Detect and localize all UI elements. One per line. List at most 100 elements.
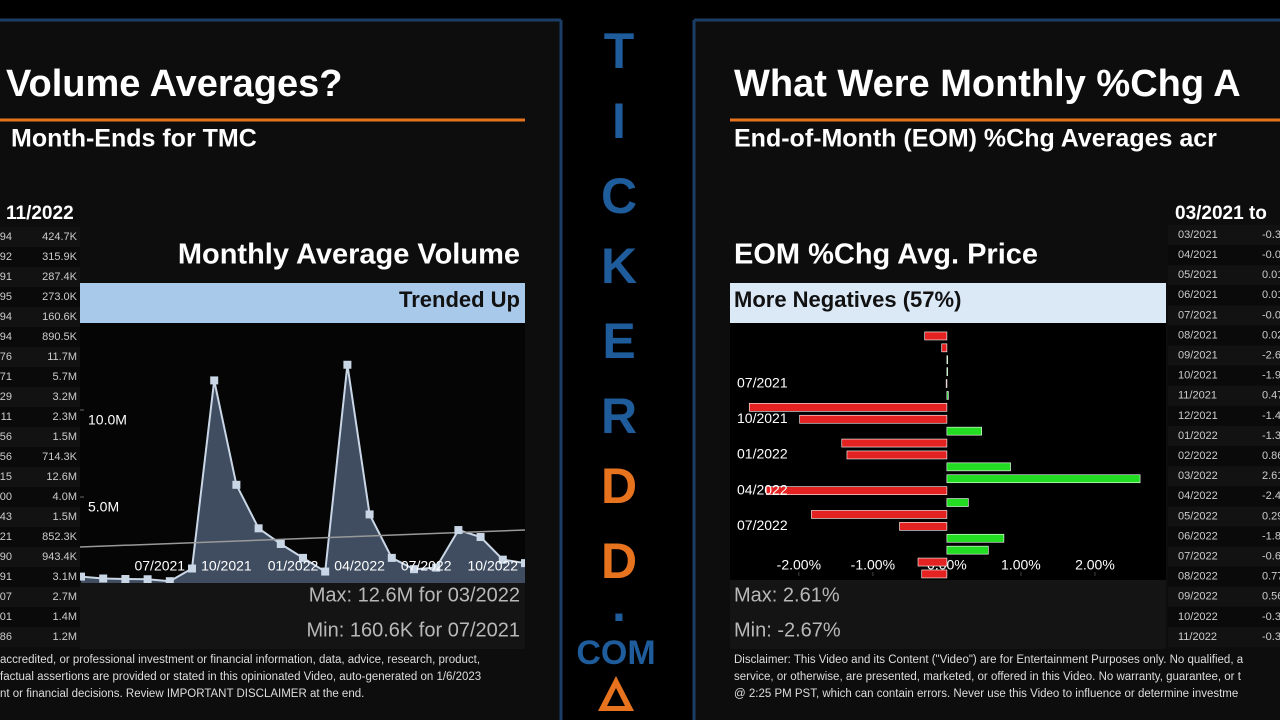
table-row bbox=[1168, 627, 1280, 647]
point bbox=[432, 563, 441, 572]
table-cell: -0.07 bbox=[1262, 249, 1280, 261]
table-row bbox=[1168, 526, 1280, 547]
bar bbox=[841, 438, 948, 448]
table-cell: 11/2021 bbox=[1178, 390, 1217, 402]
table-cell: 08/2022 bbox=[1178, 571, 1218, 583]
table-cell: 1.2M bbox=[53, 631, 77, 643]
area-chart-labels: 5.0M 10.0M 07/2021 10/2021 01/2022 04/2022 07/… bbox=[88, 412, 518, 574]
table-cell: 160.6K bbox=[42, 311, 78, 323]
table-row bbox=[1168, 486, 1280, 507]
table-row bbox=[1168, 446, 1280, 467]
table-cell: 0.29 bbox=[1262, 510, 1280, 522]
y-tick-label: 01/2022 bbox=[737, 446, 788, 462]
table-row bbox=[1168, 385, 1280, 406]
table-cell: -2.67 bbox=[1262, 350, 1280, 362]
table-cell: 08/2021 bbox=[1178, 329, 1218, 341]
table-cell: 852.3K bbox=[42, 531, 78, 543]
left-subtitle: Month-Ends for TMC bbox=[11, 125, 257, 153]
table-cell: -1.35 bbox=[1262, 430, 1280, 442]
point bbox=[299, 553, 307, 562]
point bbox=[321, 567, 330, 576]
bar bbox=[748, 403, 948, 412]
table-cell: 0.86 bbox=[1262, 450, 1280, 462]
point bbox=[80, 572, 85, 581]
table-row bbox=[0, 227, 80, 247]
table-row bbox=[1168, 245, 1280, 266]
point bbox=[99, 574, 108, 583]
table-row bbox=[0, 347, 80, 367]
bar bbox=[799, 414, 948, 424]
x-tick-label: 10/2021 bbox=[201, 558, 252, 574]
table-row bbox=[1168, 365, 1280, 386]
table-header: 03/2021 to bbox=[1175, 203, 1267, 224]
y-tick-label: 04/2022 bbox=[737, 481, 788, 497]
point bbox=[276, 539, 285, 548]
table-cell: 91 bbox=[0, 571, 12, 583]
y-tick-label: 10/2021 bbox=[737, 410, 788, 426]
point bbox=[188, 564, 196, 573]
table-row bbox=[0, 627, 80, 647]
chart-annotation: More Negatives (57%) bbox=[734, 287, 961, 312]
bar bbox=[765, 486, 948, 495]
brand-letter: . bbox=[612, 576, 626, 632]
table-cell: 4.0M bbox=[53, 491, 77, 503]
table-cell: 5.7M bbox=[53, 371, 77, 383]
table-row bbox=[0, 307, 80, 327]
table-cell: 03/2021 bbox=[1178, 229, 1218, 241]
table-cell: 0.47 bbox=[1262, 390, 1280, 402]
y-tick-label: 07/2021 bbox=[737, 374, 788, 390]
table-cell: 890.5K bbox=[42, 331, 78, 343]
table-row bbox=[1168, 325, 1280, 346]
table-cell: 273.0K bbox=[42, 291, 78, 303]
x-tick-label: -1.00% bbox=[851, 557, 895, 573]
table-cell: 02/2022 bbox=[1178, 450, 1218, 462]
bar bbox=[921, 569, 948, 579]
table-row bbox=[0, 547, 80, 567]
bar bbox=[941, 343, 948, 353]
table-cell: 11 bbox=[1, 411, 12, 423]
table-cell: 94 bbox=[0, 331, 12, 343]
table-header: 11/2022 bbox=[6, 203, 74, 224]
table-cell: 76 bbox=[0, 351, 12, 363]
table-cell: 0.02 bbox=[1262, 329, 1280, 341]
right-table: 03/2021 -0.30 04/2021 -0.07 05/2021 0.01 06/20… bbox=[1168, 225, 1280, 647]
table-cell: 04/2021 bbox=[1178, 249, 1218, 261]
brand-letter: E bbox=[602, 313, 635, 369]
stats-box bbox=[80, 583, 525, 649]
table-cell: 2.61 bbox=[1262, 470, 1280, 482]
annotation-band bbox=[730, 283, 1166, 323]
table-cell: 07/2022 bbox=[1178, 551, 1218, 563]
table-cell: 21 bbox=[0, 531, 12, 543]
table-cell: 09/2022 bbox=[1178, 591, 1218, 603]
disclaimer: accredited, or professional investment o… bbox=[0, 654, 480, 666]
bar bbox=[945, 379, 948, 388]
table-cell: -0.34 bbox=[1262, 631, 1280, 643]
x-tick-label: 10/2022 bbox=[467, 558, 518, 574]
table-row bbox=[1168, 405, 1280, 426]
max-stat: Max: 2.61% bbox=[734, 584, 840, 606]
table-cell: 71 bbox=[0, 371, 12, 383]
table-cell: 0.77 bbox=[1262, 571, 1280, 583]
left-title: Volume Averages? bbox=[6, 63, 343, 105]
y-tick-label: 5.0M bbox=[88, 499, 119, 515]
table-cell: 943.4K bbox=[42, 551, 78, 563]
table-cell: 95 bbox=[0, 291, 12, 303]
table-row bbox=[0, 327, 80, 347]
table-row bbox=[0, 407, 80, 427]
bar bbox=[811, 510, 948, 519]
table-row bbox=[0, 587, 80, 607]
bar bbox=[917, 557, 948, 567]
table-cell: -2.44 bbox=[1262, 490, 1280, 502]
max-stat: Max: 12.6M for 03/2022 bbox=[309, 584, 520, 606]
table-cell: 2.7M bbox=[53, 591, 77, 603]
table-cell: -1.99 bbox=[1262, 370, 1280, 382]
table-cell: -1.83 bbox=[1262, 530, 1280, 542]
table-row bbox=[1168, 426, 1280, 446]
chart-title: EOM %Chg Avg. Price bbox=[734, 239, 1038, 271]
table-row bbox=[0, 567, 80, 587]
table-cell: -0.01 bbox=[1262, 309, 1280, 321]
area-chart bbox=[80, 360, 525, 583]
table-cell: 92 bbox=[0, 251, 12, 263]
chart-title: Monthly Average Volume bbox=[178, 239, 520, 271]
